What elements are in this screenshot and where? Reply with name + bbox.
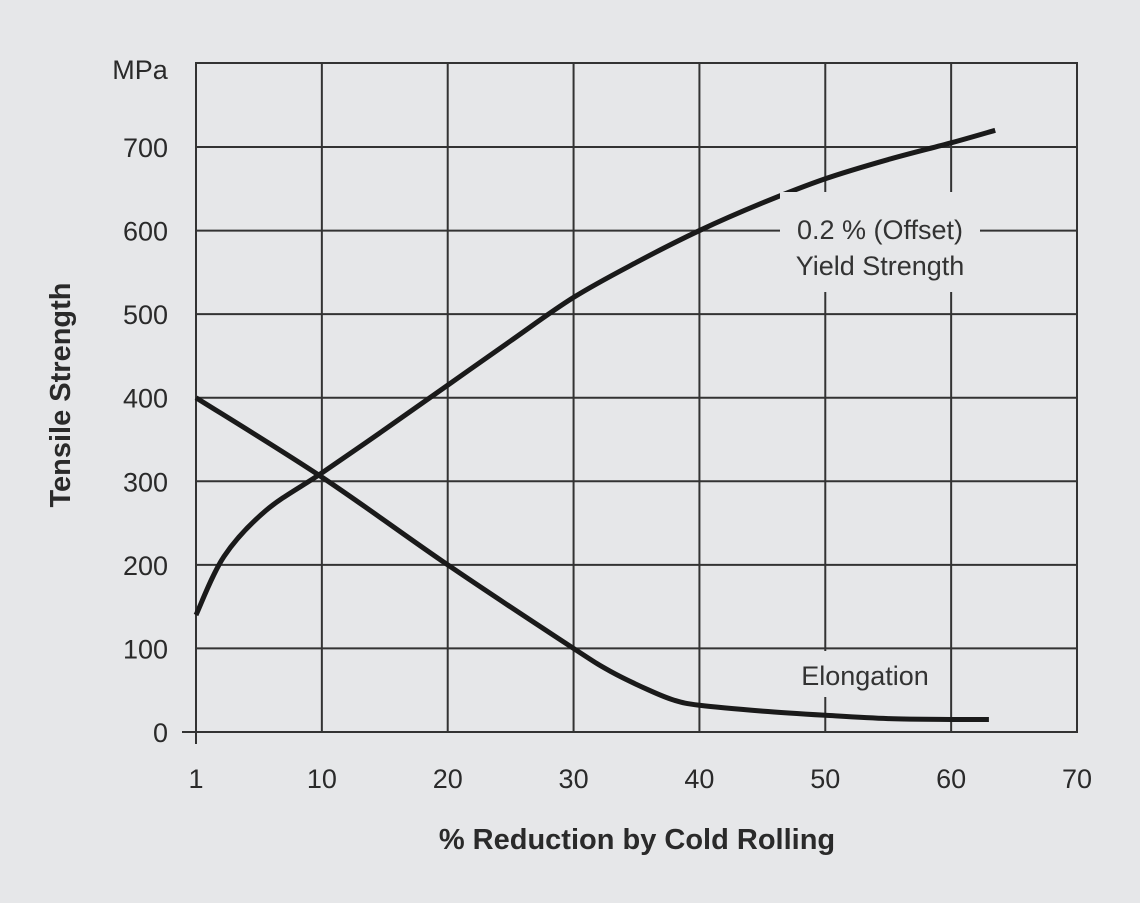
x-tick-label: 50 — [810, 764, 840, 794]
grid — [182, 62, 1078, 744]
yield-strength-label-bg — [780, 192, 980, 292]
yield-strength-line — [193, 127, 996, 617]
elongation-label: Elongation — [801, 661, 929, 691]
y-tick-label: 600 — [123, 217, 168, 247]
elongation-label-bg — [790, 651, 940, 697]
y-axis-title: Tensile Strength — [45, 282, 77, 507]
x-axis-title: % Reduction by Cold Rolling — [439, 824, 835, 856]
x-tick-label: 30 — [559, 764, 589, 794]
y-tick-label: 400 — [123, 384, 168, 414]
x-tick-label: 10 — [307, 764, 337, 794]
yield-strength-label: 0.2 % (Offset) — [797, 215, 963, 245]
series-labels: 0.2 % (Offset) Yield Strength Elongation — [780, 192, 980, 697]
yield-strength-label: Yield Strength — [796, 251, 965, 281]
y-tick-label: 500 — [123, 300, 168, 330]
curves — [193, 127, 996, 723]
y-tick-label: 100 — [123, 634, 168, 664]
x-tick-label: 20 — [433, 764, 463, 794]
y-tick-label: 0 — [153, 718, 168, 748]
y-tick-label: 200 — [123, 551, 168, 581]
y-unit-label: MPa — [112, 55, 169, 85]
x-tick-label: 1 — [188, 764, 203, 794]
x-tick-label: 70 — [1062, 764, 1092, 794]
x-tick-label: 40 — [684, 764, 714, 794]
y-tick-label: 700 — [123, 133, 168, 163]
elongation-line — [194, 395, 989, 723]
y-tick-label: 300 — [123, 467, 168, 497]
x-tick-label: 60 — [936, 764, 966, 794]
